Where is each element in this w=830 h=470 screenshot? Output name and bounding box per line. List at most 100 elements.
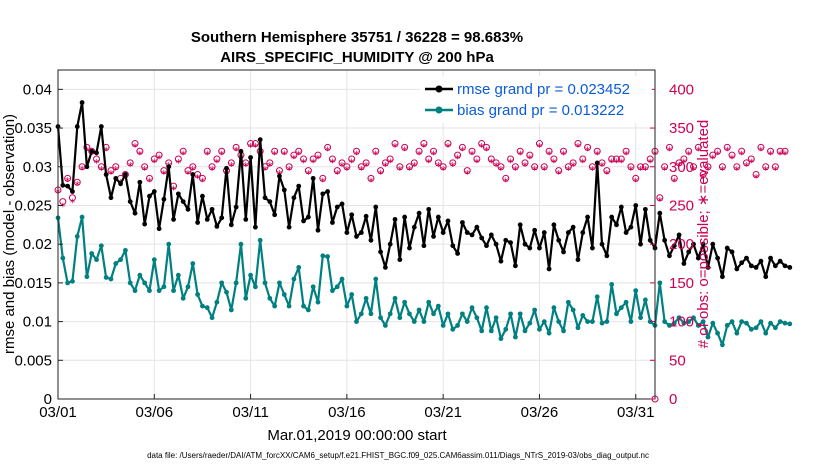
obs-evaluated-point: * — [407, 164, 413, 177]
obs-possible-point — [73, 178, 81, 186]
rmse-point — [407, 245, 412, 251]
obs-evaluated-point: * — [60, 200, 66, 213]
obs-possible-point — [560, 147, 568, 155]
bias-point — [171, 288, 176, 294]
obs-evaluated-point: * — [619, 156, 625, 169]
rmse-point — [729, 249, 735, 255]
obs-evaluated-point: * — [440, 164, 446, 177]
bias-point — [532, 307, 538, 313]
bias-point — [642, 297, 648, 303]
obs-possible-point — [93, 155, 101, 163]
rmse-point — [416, 210, 422, 216]
rmse-point — [753, 265, 759, 270]
rmse-point — [392, 217, 398, 222]
obs-evaluated-point: * — [455, 152, 461, 165]
obs-possible-point — [107, 167, 115, 175]
obs-evaluated-point: * — [262, 164, 268, 177]
bias-point — [623, 299, 629, 305]
rmse-point — [339, 201, 345, 207]
rmse-point — [89, 148, 95, 154]
obs-possible-point — [458, 143, 466, 151]
obs-evaluated-point: * — [195, 172, 201, 185]
obs-possible-point — [333, 167, 341, 175]
bias-point — [248, 272, 253, 278]
rmse-point — [623, 230, 629, 235]
obs-evaluated-point: * — [777, 149, 783, 162]
obs-evaluated-point: * — [484, 145, 490, 158]
bias-point — [614, 311, 619, 317]
bias-point — [667, 323, 672, 328]
obs-evaluated-point: * — [773, 164, 779, 177]
rmse-point — [214, 223, 220, 229]
obs-possible-point — [439, 163, 447, 171]
obs-evaluated-point: * — [590, 164, 596, 177]
obs-evaluated-point: * — [89, 148, 95, 161]
bias-point — [435, 303, 441, 309]
obs-evaluated-point: * — [330, 156, 336, 169]
obs-possible-point — [189, 163, 197, 171]
bias-point — [378, 315, 383, 321]
obs-evaluated-point: * — [209, 164, 215, 177]
bias-point — [98, 243, 104, 249]
obs-evaluated-point: * — [421, 141, 427, 154]
bias-point — [243, 295, 249, 301]
rmse-point — [517, 222, 523, 228]
obs-possible-point — [280, 147, 288, 155]
bias-point — [691, 315, 696, 321]
obs-possible-point — [251, 140, 259, 148]
y-tick-label: 0.02 — [23, 236, 52, 253]
rmse-point — [671, 243, 677, 249]
obs-evaluated-point: * — [575, 141, 581, 154]
bias-point — [200, 303, 205, 309]
rmse-point — [715, 255, 720, 261]
rmse-point — [705, 265, 711, 270]
obs-possible-point — [309, 155, 317, 163]
obs-evaluated-point: * — [715, 149, 721, 162]
bias-point — [556, 319, 562, 324]
bias-point — [546, 330, 552, 336]
obs-evaluated-point: * — [517, 149, 523, 162]
obs-evaluated-point: * — [551, 156, 557, 169]
rmse-point — [739, 260, 745, 266]
y-axis: 0 0.005 0.01 0.015 0.02 0.025 0.03 0.035 0.04 — [14, 81, 63, 408]
obs-possible-point — [314, 151, 322, 159]
obs-possible-point — [742, 159, 750, 167]
obs-evaluated-point: * — [672, 176, 678, 189]
rmse-point — [691, 241, 696, 247]
rmse-point — [585, 214, 590, 220]
obs-evaluated-point: * — [537, 141, 543, 154]
bias-point — [474, 315, 480, 321]
obs-possible-point — [434, 159, 442, 167]
obs-evaluated-point: * — [310, 156, 316, 169]
rmse-point — [744, 255, 749, 261]
obs-evaluated-point: * — [383, 160, 389, 173]
obs-possible-point — [487, 155, 495, 163]
rmse-point — [305, 214, 311, 220]
obs-evaluated-point: * — [676, 160, 682, 173]
obs-possible-point — [145, 174, 153, 182]
bias-point — [334, 284, 340, 290]
obs-possible-point — [247, 140, 255, 148]
obs-evaluated-point: * — [489, 156, 495, 169]
obs-possible-point — [184, 167, 192, 175]
obs-possible-point — [574, 140, 582, 148]
bias-point — [537, 326, 542, 332]
obs-evaluated-point: * — [464, 168, 470, 181]
obs-possible-point — [521, 159, 529, 167]
bias-point — [132, 288, 138, 294]
rmse-point — [642, 206, 648, 212]
obs-evaluated-point: * — [710, 152, 716, 165]
obs-evaluated-point: * — [137, 149, 143, 162]
obs-possible-point — [762, 163, 770, 171]
obs-possible-point — [497, 163, 505, 171]
rmse-point — [272, 212, 278, 218]
obs-possible-point — [179, 147, 187, 155]
obs-evaluated-point: * — [768, 149, 774, 162]
obs-possible-point — [386, 155, 394, 163]
obs-evaluated-point: * — [286, 164, 292, 177]
obs-possible-point — [656, 194, 664, 202]
rmse-point — [233, 204, 239, 210]
bias-point — [498, 336, 504, 342]
rmse-point — [590, 245, 595, 251]
bias-point — [301, 303, 306, 309]
